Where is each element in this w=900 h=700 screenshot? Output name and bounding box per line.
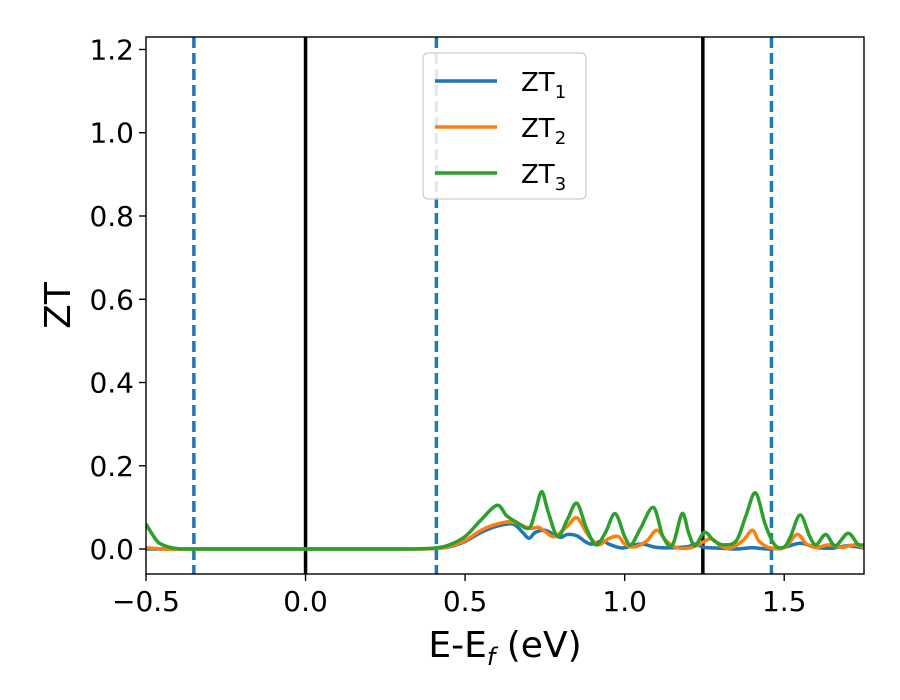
legend-box — [422, 52, 587, 200]
legend-label-2: ZT2 — [521, 114, 566, 149]
legend-label-3: ZT3 — [521, 160, 566, 195]
x-tick-label: 0.5 — [443, 585, 488, 618]
y-tick-label: 0.6 — [89, 283, 134, 316]
y-tick-label: 0.2 — [89, 450, 134, 483]
plot-frame — [145, 36, 865, 575]
axis-ticks: −0.5 0.0 0.5 1.0 1.5 0.0 0.2 0.4 0.6 0.8 1.0 1.2 — [89, 33, 806, 618]
series-line-2 — [146, 515, 864, 551]
x-axis-label-rest: (eV) — [495, 625, 581, 666]
x-tick-label: −0.5 — [112, 585, 180, 618]
legend-label-1: ZT1 — [521, 68, 566, 103]
y-tick-label: 0.8 — [89, 200, 134, 233]
y-tick-label: 0.0 — [89, 533, 134, 566]
y-tick-label: 0.4 — [89, 367, 134, 400]
x-tick-label: 1.5 — [762, 585, 807, 618]
y-tick-label: 1.2 — [89, 33, 134, 66]
y-axis-label: ZT — [38, 281, 79, 329]
x-tick-label: 1.0 — [602, 585, 647, 618]
x-tick-label: 0.0 — [283, 585, 328, 618]
series-line-3 — [146, 489, 864, 551]
x-axis-label-main: E-E — [428, 625, 486, 666]
legend: ZT1 ZT2 ZT3 — [422, 52, 587, 200]
y-tick-label: 1.0 — [89, 117, 134, 150]
x-axis-label: E-Ef (eV) — [428, 625, 581, 671]
